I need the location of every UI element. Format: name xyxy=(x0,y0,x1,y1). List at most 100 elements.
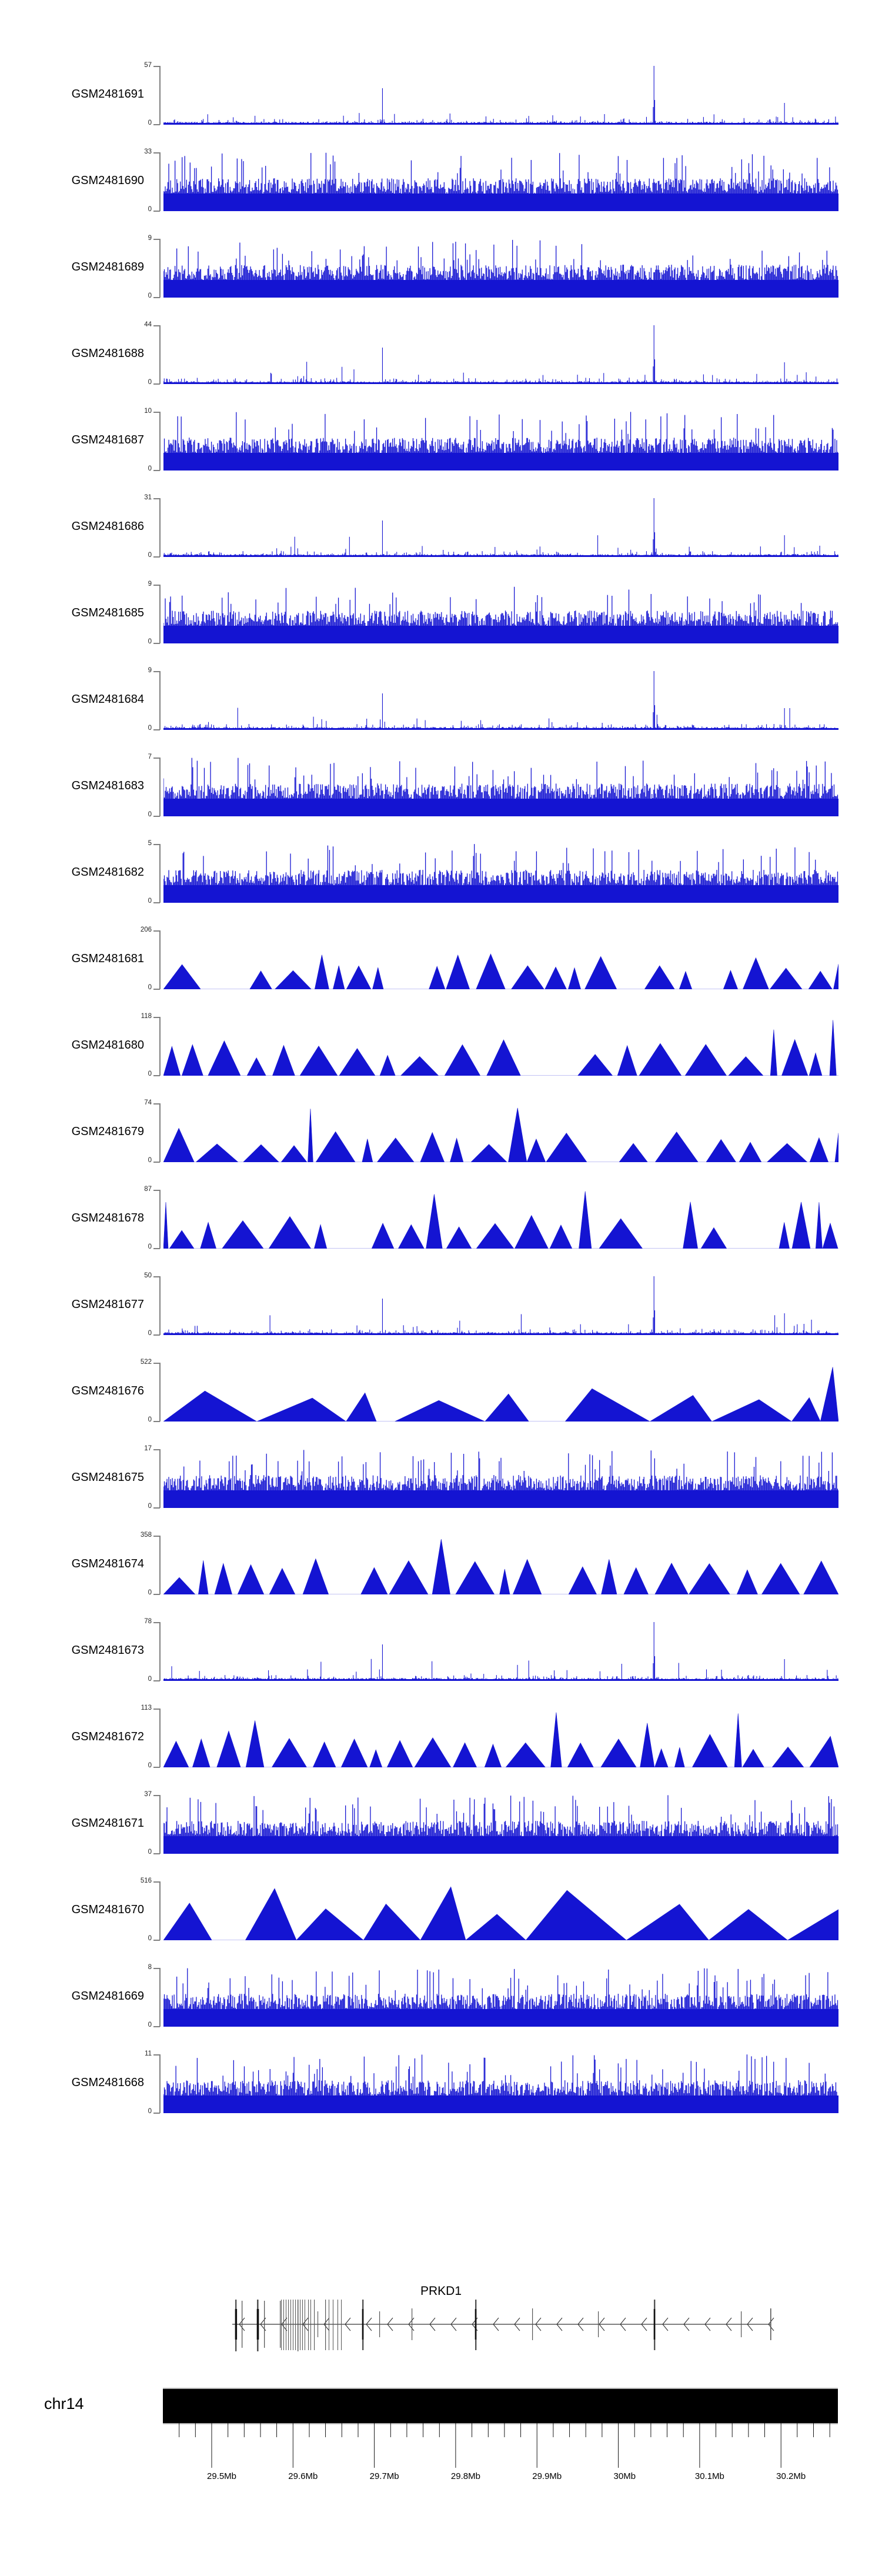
track-axis-min-value: 0 xyxy=(148,292,152,299)
track-coverage-plot[interactable] xyxy=(163,1881,838,1940)
track-axis-line xyxy=(159,585,161,643)
track-axis-bottom-tick xyxy=(153,470,160,471)
track-coverage-plot[interactable] xyxy=(163,1449,838,1508)
track-axis-max-value: 11 xyxy=(145,2050,152,2057)
track-coverage-plot[interactable] xyxy=(163,152,838,211)
track-sample-label: GSM2481686 xyxy=(71,520,144,533)
track-axis-line xyxy=(159,844,161,903)
track-axis-line xyxy=(159,758,161,816)
track-axis-top-tick xyxy=(153,239,160,240)
track-sample-label: GSM2481670 xyxy=(71,1903,144,1916)
track-axis-line xyxy=(159,2054,161,2113)
track-axis-max-value: 358 xyxy=(140,1531,152,1539)
track-sample-label: GSM2481688 xyxy=(71,347,144,360)
track-axis-min-value: 0 xyxy=(148,1330,152,1337)
track-axis-bottom-tick xyxy=(153,383,160,385)
track-coverage-plot[interactable] xyxy=(163,1276,838,1335)
track-axis-min-value: 0 xyxy=(148,1157,152,1164)
track-axis-min-value: 0 xyxy=(148,552,152,559)
scale-tick-label: 29.7Mb xyxy=(369,2471,399,2481)
track-axis-line xyxy=(159,325,161,384)
track-axis-line xyxy=(159,1276,161,1335)
track-coverage-plot[interactable] xyxy=(163,239,838,298)
track-coverage-plot[interactable] xyxy=(163,844,838,903)
track-sample-label: GSM2481689 xyxy=(71,261,144,273)
track-axis-min-value: 0 xyxy=(148,984,152,991)
scale-tick-label: 29.5Mb xyxy=(206,2471,237,2481)
chromosome-ideogram-bar[interactable] xyxy=(163,2388,838,2424)
scale-tick-label: 30Mb xyxy=(613,2471,636,2481)
track-axis-max-value: 31 xyxy=(144,494,152,501)
track-axis-line xyxy=(159,671,161,730)
scale-tick-label: 29.9Mb xyxy=(532,2471,562,2481)
track-sample-label: GSM2481687 xyxy=(71,433,144,446)
track-axis-max-value: 9 xyxy=(148,235,152,242)
track-axis-bottom-tick xyxy=(153,2113,160,2114)
track-axis-max-value: 8 xyxy=(148,1964,152,1971)
track-axis-bottom-tick xyxy=(153,643,160,644)
track-axis-line xyxy=(159,1103,161,1162)
track-sample-label: GSM2481679 xyxy=(71,1125,144,1138)
track-coverage-plot[interactable] xyxy=(163,2054,838,2113)
scale-tick-label: 30.1Mb xyxy=(694,2471,724,2481)
track-axis-bottom-tick xyxy=(153,1853,160,1854)
track-axis-line xyxy=(159,1709,161,1767)
track-coverage-plot[interactable] xyxy=(163,1795,838,1854)
track-axis-top-tick xyxy=(153,1709,160,1710)
track-axis-top-tick xyxy=(153,1449,160,1450)
track-axis-min-value: 0 xyxy=(148,119,152,126)
track-axis-top-tick xyxy=(153,1881,160,1883)
track-axis-bottom-tick xyxy=(153,902,160,903)
track-axis-min-value: 0 xyxy=(148,1935,152,1942)
track-coverage-plot[interactable] xyxy=(163,1017,838,1076)
track-axis-top-tick xyxy=(153,1276,160,1277)
track-coverage-plot[interactable] xyxy=(163,1536,838,1594)
track-coverage-plot[interactable] xyxy=(163,325,838,384)
track-axis-top-tick xyxy=(153,930,160,932)
track-sample-label: GSM2481685 xyxy=(71,606,144,619)
chromosome-label: chr14 xyxy=(44,2395,84,2413)
track-coverage-plot[interactable] xyxy=(163,1103,838,1162)
track-sample-label: GSM2481674 xyxy=(71,1557,144,1570)
track-axis-bottom-tick xyxy=(153,1767,160,1768)
track-coverage-plot[interactable] xyxy=(163,585,838,643)
gene-name-label: PRKD1 xyxy=(420,2284,462,2298)
track-axis-max-value: 9 xyxy=(148,667,152,674)
track-coverage-plot[interactable] xyxy=(163,758,838,816)
track-axis-max-value: 9 xyxy=(148,580,152,588)
track-axis-top-tick xyxy=(153,66,160,67)
scale-tick-label: 29.6Mb xyxy=(288,2471,318,2481)
track-coverage-plot[interactable] xyxy=(163,66,838,125)
track-axis-top-tick xyxy=(153,1968,160,1969)
track-axis-bottom-tick xyxy=(153,211,160,212)
gene-model-svg[interactable] xyxy=(0,2300,882,2370)
track-coverage-plot[interactable] xyxy=(163,671,838,730)
track-axis-bottom-tick xyxy=(153,1248,160,1249)
track-axis-top-tick xyxy=(153,1622,160,1623)
track-sample-label: GSM2481682 xyxy=(71,866,144,879)
track-axis-top-tick xyxy=(153,2054,160,2056)
track-sample-label: GSM2481691 xyxy=(71,88,144,101)
track-coverage-plot[interactable] xyxy=(163,1709,838,1767)
track-axis-top-tick xyxy=(153,1103,160,1105)
track-axis-max-value: 74 xyxy=(144,1099,152,1106)
track-axis-max-value: 33 xyxy=(144,148,152,155)
track-axis-max-value: 5 xyxy=(148,840,152,847)
track-axis-bottom-tick xyxy=(153,1075,160,1076)
track-coverage-plot[interactable] xyxy=(163,1363,838,1422)
track-coverage-plot[interactable] xyxy=(163,930,838,989)
track-sample-label: GSM2481681 xyxy=(71,952,144,965)
track-coverage-plot[interactable] xyxy=(163,412,838,471)
track-axis-min-value: 0 xyxy=(148,1676,152,1683)
track-coverage-plot[interactable] xyxy=(163,1190,838,1249)
track-coverage-plot[interactable] xyxy=(163,498,838,557)
track-coverage-plot[interactable] xyxy=(163,1622,838,1681)
track-axis-line xyxy=(159,1968,161,2027)
track-axis-min-value: 0 xyxy=(148,1589,152,1596)
track-axis-line xyxy=(159,66,161,125)
track-sample-label: GSM2481680 xyxy=(71,1039,144,1052)
track-axis-line xyxy=(159,412,161,471)
track-coverage-plot[interactable] xyxy=(163,1968,838,2027)
scale-ticks-svg xyxy=(179,2422,830,2468)
